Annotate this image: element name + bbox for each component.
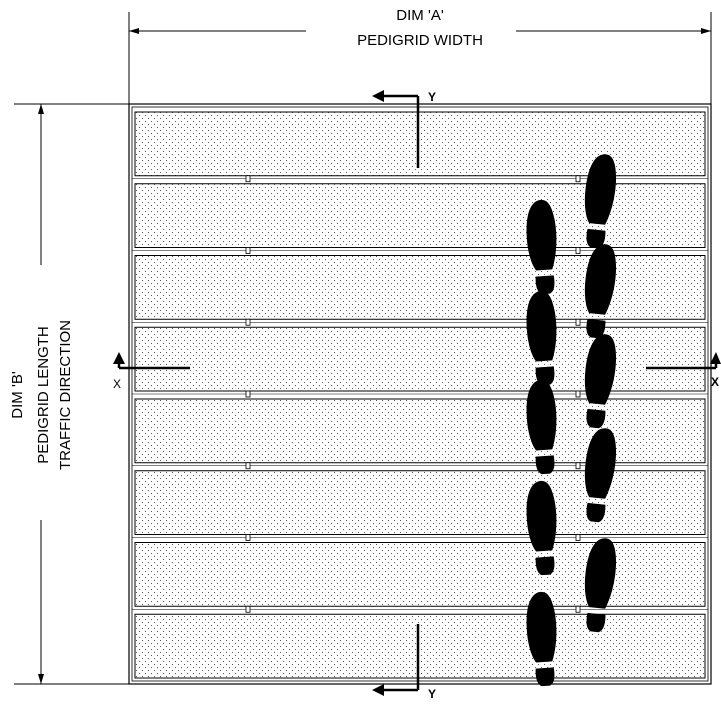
grid-slat [134, 111, 706, 177]
grid-slat [134, 398, 706, 464]
section-y-bottom-marker: Y [372, 624, 436, 701]
slat-connector [575, 318, 581, 326]
section-x-right-marker: X [646, 352, 721, 389]
slat-connector [575, 390, 581, 398]
section-x-right-label: X [711, 375, 719, 389]
slat-connector [575, 605, 581, 613]
section-x-left-label: X [113, 377, 121, 391]
slat-connector [575, 534, 581, 541]
grid-slat [134, 326, 706, 392]
grid-slat [134, 613, 706, 679]
grid-slat [134, 470, 706, 535]
section-y-top-label: Y [428, 90, 436, 104]
slat-connector [245, 175, 251, 183]
arrow-up-icon [710, 352, 721, 364]
grid-slat [134, 542, 706, 607]
slat-connector [575, 175, 581, 183]
dim-b-dimension: DIM 'B' PEDIGRID LENGTH TRAFFIC DIRECTIO… [9, 103, 129, 685]
section-x-left-marker: X [113, 352, 190, 391]
section-y-top-marker: Y [372, 90, 436, 168]
arrow-left-icon [372, 684, 384, 696]
slat-connector [245, 462, 251, 470]
slat-connector [575, 247, 581, 254]
slat-connector [575, 462, 581, 470]
dim-a-description: PEDIGRID WIDTH [357, 32, 483, 49]
dim-a-label: DIM 'A' [396, 7, 444, 24]
arrow-up-icon [113, 352, 125, 364]
dim-b-label: DIM 'B' [9, 371, 26, 419]
grid-slat [134, 255, 706, 320]
slat-connector [245, 318, 251, 326]
grid-slat [134, 183, 706, 248]
slat-connector [245, 390, 251, 398]
dim-b-traffic-direction: TRAFFIC DIRECTION [57, 320, 74, 470]
dim-a-dimension: DIM 'A' PEDIGRID WIDTH [128, 7, 712, 104]
slat-connector [245, 534, 251, 541]
slat-connector [245, 247, 251, 254]
arrow-left-icon [372, 90, 384, 102]
dim-b-description: PEDIGRID LENGTH [35, 326, 52, 464]
slat-connector [245, 605, 251, 613]
section-y-bottom-label: Y [428, 687, 436, 701]
